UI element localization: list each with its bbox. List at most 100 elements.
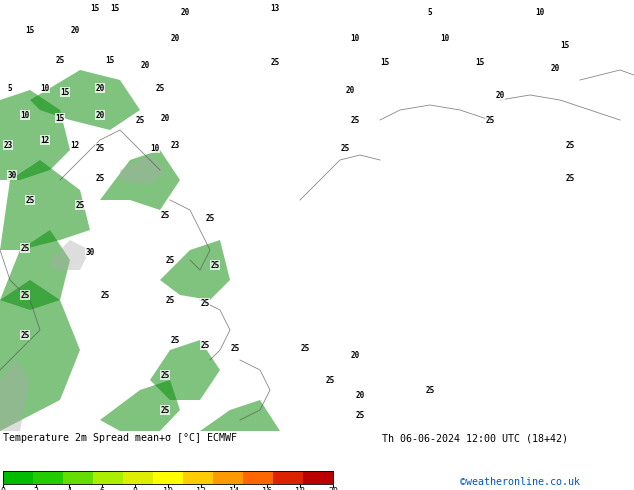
Text: 25: 25 xyxy=(230,343,240,352)
Text: 25: 25 xyxy=(340,144,349,152)
Polygon shape xyxy=(150,340,220,400)
Text: 20: 20 xyxy=(356,391,365,399)
Text: 15: 15 xyxy=(560,41,569,49)
Text: 15: 15 xyxy=(91,3,100,13)
Text: 4: 4 xyxy=(67,487,72,490)
Text: 25: 25 xyxy=(95,173,105,182)
Text: 0: 0 xyxy=(1,487,6,490)
Text: 25: 25 xyxy=(155,83,165,93)
Text: 15: 15 xyxy=(60,88,70,97)
Text: 25: 25 xyxy=(20,330,30,340)
Text: 10: 10 xyxy=(150,144,160,152)
Text: 5: 5 xyxy=(8,83,12,93)
Text: 25: 25 xyxy=(75,200,84,210)
Polygon shape xyxy=(30,70,140,130)
Text: 25: 25 xyxy=(200,298,210,308)
Text: 20: 20 xyxy=(181,7,190,17)
Text: 30: 30 xyxy=(86,247,94,256)
Text: 25: 25 xyxy=(301,343,309,352)
Text: Temperature 2m Spread mean+σ [°C] ECMWF: Temperature 2m Spread mean+σ [°C] ECMWF xyxy=(3,433,237,443)
Text: 20: 20 xyxy=(351,350,359,360)
Text: Th 06-06-2024 12:00 UTC (18+42): Th 06-06-2024 12:00 UTC (18+42) xyxy=(382,433,568,443)
Bar xyxy=(123,471,153,484)
Text: 12: 12 xyxy=(70,141,80,149)
Text: 15: 15 xyxy=(55,114,65,122)
Bar xyxy=(153,471,183,484)
Text: 25: 25 xyxy=(210,261,219,270)
Text: 25: 25 xyxy=(566,141,574,149)
Polygon shape xyxy=(200,400,280,431)
Text: 25: 25 xyxy=(25,196,35,204)
Bar xyxy=(243,471,273,484)
Text: 15: 15 xyxy=(380,57,390,67)
Polygon shape xyxy=(0,160,90,250)
Text: 25: 25 xyxy=(205,214,215,222)
Text: 12: 12 xyxy=(196,487,206,490)
Text: 20: 20 xyxy=(171,33,179,43)
Text: 25: 25 xyxy=(160,370,170,379)
Text: 23: 23 xyxy=(171,141,179,149)
Text: 30: 30 xyxy=(8,171,16,179)
Text: 25: 25 xyxy=(100,291,110,299)
Polygon shape xyxy=(120,155,165,185)
Bar xyxy=(63,471,93,484)
Bar xyxy=(273,471,304,484)
Bar xyxy=(3,471,333,484)
Text: 15: 15 xyxy=(476,57,484,67)
Text: 10: 10 xyxy=(351,33,359,43)
Text: 25: 25 xyxy=(325,375,335,385)
Text: 25: 25 xyxy=(160,406,170,415)
Text: 20: 20 xyxy=(140,60,150,70)
Text: 25: 25 xyxy=(136,116,145,124)
Text: 25: 25 xyxy=(95,144,105,152)
Text: 10: 10 xyxy=(20,111,30,120)
Polygon shape xyxy=(50,240,90,270)
Text: 14: 14 xyxy=(229,487,239,490)
Bar xyxy=(303,471,333,484)
Bar xyxy=(3,471,34,484)
Text: 25: 25 xyxy=(270,57,280,67)
Text: 10: 10 xyxy=(535,7,545,17)
Text: 20: 20 xyxy=(70,25,80,34)
Polygon shape xyxy=(0,230,70,310)
Text: 20: 20 xyxy=(95,111,105,120)
Text: 6: 6 xyxy=(100,487,105,490)
Text: 25: 25 xyxy=(165,295,174,304)
Text: 10: 10 xyxy=(441,33,450,43)
Text: 18: 18 xyxy=(295,487,305,490)
Text: 10: 10 xyxy=(163,487,173,490)
Text: 20: 20 xyxy=(495,91,505,99)
Text: 13: 13 xyxy=(270,3,280,13)
Text: 15: 15 xyxy=(110,3,120,13)
Text: 23: 23 xyxy=(3,141,13,149)
Text: 25: 25 xyxy=(171,336,179,344)
Text: 20: 20 xyxy=(160,114,170,122)
Text: 2: 2 xyxy=(34,487,39,490)
Polygon shape xyxy=(0,360,30,431)
Text: 25: 25 xyxy=(351,116,359,124)
Text: 25: 25 xyxy=(160,211,170,220)
Bar xyxy=(93,471,124,484)
Text: 25: 25 xyxy=(165,255,174,265)
Text: 25: 25 xyxy=(20,244,30,252)
Text: 20: 20 xyxy=(95,83,105,93)
Text: 25: 25 xyxy=(200,341,210,349)
Text: 12: 12 xyxy=(41,136,49,145)
Text: 25: 25 xyxy=(20,291,30,299)
Text: 25: 25 xyxy=(566,173,574,182)
Text: 25: 25 xyxy=(55,55,65,65)
Polygon shape xyxy=(100,150,180,210)
Bar xyxy=(183,471,214,484)
Text: 20: 20 xyxy=(346,85,354,95)
Text: 25: 25 xyxy=(486,116,495,124)
Text: 20: 20 xyxy=(328,487,338,490)
Polygon shape xyxy=(160,240,230,300)
Text: 16: 16 xyxy=(262,487,272,490)
Text: 15: 15 xyxy=(25,25,35,34)
Bar xyxy=(33,471,63,484)
Polygon shape xyxy=(100,380,180,431)
Text: 25: 25 xyxy=(356,411,365,419)
Text: 20: 20 xyxy=(550,64,560,73)
Text: 25: 25 xyxy=(425,386,435,394)
Polygon shape xyxy=(0,280,80,431)
